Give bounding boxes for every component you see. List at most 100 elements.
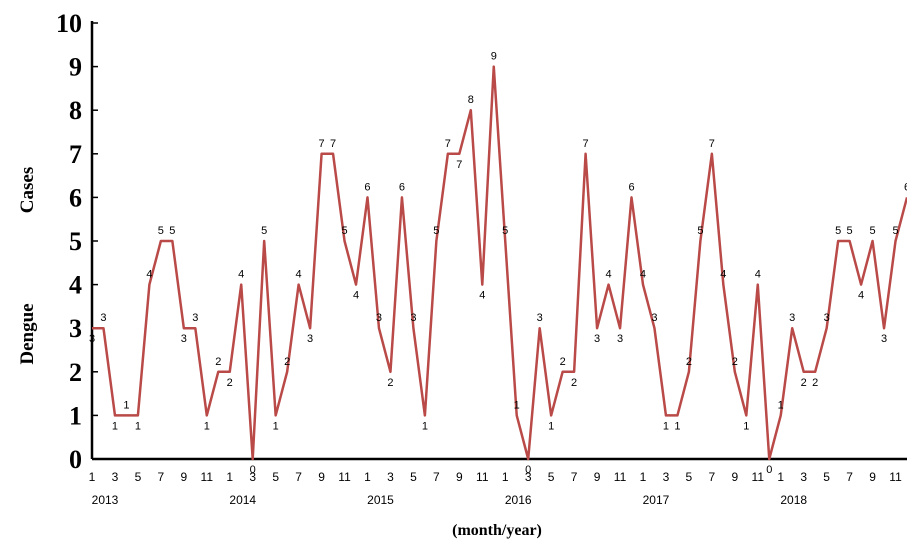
year-label: 2015: [367, 493, 394, 507]
x-tick-label: 1: [89, 470, 96, 484]
data-label: 7: [456, 159, 462, 171]
data-label: 1: [273, 420, 279, 432]
data-label: 2: [571, 377, 577, 389]
year-label: 2013: [92, 493, 119, 507]
y-axis-title-dengue: Dengue: [17, 303, 38, 364]
x-tick-label: 11: [201, 470, 214, 484]
data-label: 5: [697, 225, 703, 237]
data-label: 4: [755, 269, 761, 281]
data-label: 3: [594, 333, 600, 345]
data-label: 1: [674, 420, 680, 432]
data-label: 2: [387, 377, 393, 389]
x-tick-label: 9: [731, 470, 738, 484]
x-tick-label: 7: [571, 470, 578, 484]
y-tick-label: 1: [69, 401, 82, 430]
data-label: 6: [628, 181, 634, 193]
data-label: 4: [146, 269, 152, 281]
y-tick-label: 6: [69, 183, 82, 212]
data-label: 4: [858, 290, 864, 302]
y-ticks: 0 1 2 3 4 5 6 7 8 9 10: [56, 9, 98, 474]
axes: [90, 21, 907, 461]
x-tick-label: 9: [318, 470, 325, 484]
data-label: 2: [284, 356, 290, 368]
x-tick-label: 3: [112, 470, 119, 484]
data-label: 1: [204, 420, 210, 432]
data-label: 2: [732, 356, 738, 368]
y-tick-label: 7: [69, 140, 82, 169]
data-label: 3: [651, 312, 657, 324]
year-label: 2017: [643, 493, 670, 507]
y-tick-label: 0: [69, 445, 82, 474]
data-label: 3: [410, 312, 416, 324]
x-tick-label: 1: [777, 470, 784, 484]
data-label: 4: [640, 269, 646, 281]
y-tick-label: 4: [69, 271, 82, 300]
y-tick-label: 9: [69, 53, 82, 82]
data-label: 1: [514, 399, 520, 411]
data-label: 5: [870, 225, 876, 237]
series-line: [92, 65, 907, 461]
x-tick-label: 9: [180, 470, 187, 484]
data-label: 2: [812, 377, 818, 389]
x-tick-label: 9: [594, 470, 601, 484]
data-label: 5: [847, 225, 853, 237]
data-label: 1: [548, 420, 554, 432]
data-label: 5: [169, 225, 175, 237]
year-label: 2018: [780, 493, 807, 507]
x-tick-label: 3: [525, 470, 532, 484]
data-label: 3: [824, 312, 830, 324]
x-tick-label: 9: [869, 470, 876, 484]
data-label: 5: [433, 225, 439, 237]
data-label: 3: [307, 333, 313, 345]
data-label: 3: [181, 333, 187, 345]
y-tick-label: 3: [69, 314, 82, 343]
data-label: 5: [261, 225, 267, 237]
x-tick-label: 11: [476, 470, 489, 484]
data-label: 1: [112, 420, 118, 432]
data-label: 3: [89, 333, 95, 345]
series-group: [92, 65, 907, 461]
x-tick-label: 7: [433, 470, 440, 484]
data-label: 1: [135, 420, 141, 432]
data-label: 7: [709, 138, 715, 150]
x-tick-label: 1: [226, 470, 233, 484]
data-label: 3: [100, 312, 106, 324]
data-label: 3: [617, 333, 623, 345]
x-tick-label: 5: [686, 470, 693, 484]
x-tick-label: 11: [614, 470, 627, 484]
y-tick-label: 2: [69, 358, 82, 387]
data-label: 4: [353, 290, 359, 302]
x-tick-label: 7: [295, 470, 302, 484]
x-tick-label: 7: [709, 470, 716, 484]
x-tick-label: 7: [846, 470, 853, 484]
data-label: 0: [525, 464, 531, 476]
data-label: 7: [330, 138, 336, 150]
data-label: 2: [227, 377, 233, 389]
data-label: 0: [250, 464, 256, 476]
y-tick-label: 10: [56, 9, 82, 38]
data-label: 4: [720, 269, 726, 281]
data-label: 2: [215, 356, 221, 368]
x-tick-label: 5: [823, 470, 830, 484]
x-tick-label: 5: [135, 470, 142, 484]
x-tick-label: 3: [249, 470, 256, 484]
x-axis-title: (month/year): [452, 522, 542, 539]
data-label: 8: [468, 94, 474, 106]
data-label: 1: [778, 399, 784, 411]
x-tick-label: 7: [158, 470, 165, 484]
year-label: 2016: [505, 493, 532, 507]
data-label: 5: [502, 225, 508, 237]
x-tick-label: 11: [752, 470, 765, 484]
x-tick-label: 3: [800, 470, 807, 484]
x-ticks: 1 3 5 7 9 11 1 3 5 7 9 11 1 3 5 7 9 11 1 3 5 7 9 11 1 3 5 7 9 11 1 3 5 7 9…: [89, 470, 902, 507]
data-label: 5: [158, 225, 164, 237]
x-tick-label: 9: [456, 470, 463, 484]
data-label: 1: [422, 420, 428, 432]
data-label: 7: [319, 138, 325, 150]
data-label: 9: [491, 51, 497, 63]
data-label: 6: [364, 181, 370, 193]
x-tick-label: 1: [502, 470, 509, 484]
data-label: 4: [479, 290, 485, 302]
data-label: 1: [663, 420, 669, 432]
